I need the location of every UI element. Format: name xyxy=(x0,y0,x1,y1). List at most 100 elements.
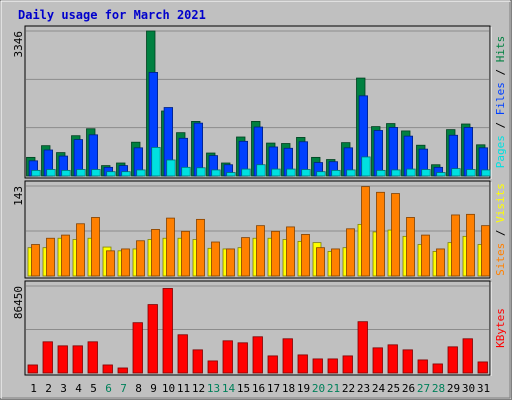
bar-sites-day-4 xyxy=(76,223,85,277)
bar-kbytes-day-3 xyxy=(57,345,68,374)
bar-sites-day-12 xyxy=(196,218,205,277)
bar-kbytes-day-7 xyxy=(117,367,128,374)
x-tick-label-day-23: 23 xyxy=(357,382,370,395)
x-tick-label-day-17: 17 xyxy=(267,382,280,395)
bar-pages-day-10 xyxy=(166,159,176,177)
x-tick-label-day-15: 15 xyxy=(237,382,250,395)
bar-files-day-25 xyxy=(388,127,399,177)
bar-pages-day-15 xyxy=(241,168,251,177)
bar-kbytes-day-17 xyxy=(267,355,278,374)
x-axis-day-labels: 1 2 3 4 5 6 7 8 9 10 11 12 13 14 15 16 17 18 19 20 21 22 23 24 2… xyxy=(30,382,490,395)
bar-pages-day-8 xyxy=(136,169,146,177)
bar-sites-day-15 xyxy=(241,237,250,277)
bar-pages-day-4 xyxy=(76,169,86,177)
bar-files-day-30 xyxy=(463,127,474,177)
bar-kbytes-day-1 xyxy=(27,364,38,374)
bar-pages-day-5 xyxy=(91,169,101,177)
legend-separator: / xyxy=(494,223,507,243)
x-tick-label-day-6: 6 xyxy=(105,382,112,395)
bar-kbytes-day-11 xyxy=(177,334,188,374)
bar-sites-day-11 xyxy=(181,230,190,277)
bar-pages-day-30 xyxy=(466,169,476,177)
bar-sites-day-24 xyxy=(376,191,385,277)
x-tick-label-day-29: 29 xyxy=(447,382,460,395)
bar-kbytes-day-6 xyxy=(102,364,113,374)
bar-pages-day-19 xyxy=(301,169,311,177)
bar-sites-day-27 xyxy=(421,234,430,277)
bar-sites-day-2 xyxy=(46,237,55,277)
bar-sites-day-26 xyxy=(406,217,415,277)
bar-kbytes-day-25 xyxy=(387,344,398,374)
bar-sites-day-8 xyxy=(136,240,145,277)
bar-kbytes-day-22 xyxy=(342,355,353,374)
bar-pages-day-28 xyxy=(436,172,446,177)
bar-kbytes-day-14 xyxy=(222,340,233,374)
bar-kbytes-day-21 xyxy=(327,358,338,374)
legend-sites: Sites xyxy=(494,243,507,276)
bar-sites-day-22 xyxy=(346,228,355,277)
x-tick-label-day-18: 18 xyxy=(282,382,295,395)
bar-pages-day-2 xyxy=(46,169,56,177)
bar-sites-day-20 xyxy=(316,247,325,277)
bar-sites-day-30 xyxy=(466,213,475,277)
bar-pages-day-7 xyxy=(121,171,131,177)
bar-kbytes-day-20 xyxy=(312,358,323,374)
bar-kbytes-day-31 xyxy=(477,361,488,374)
bar-kbytes-day-15 xyxy=(237,342,248,374)
bar-pages-day-31 xyxy=(481,169,491,177)
bar-sites-day-9 xyxy=(151,229,160,277)
bar-sites-day-13 xyxy=(211,241,220,277)
bar-pages-day-6 xyxy=(106,171,116,177)
bar-sites-day-3 xyxy=(61,234,70,277)
bar-pages-day-17 xyxy=(271,168,281,177)
chart-panels: 3346 Pages / Files / Hits 143 Sites / Visit… xyxy=(12,25,507,376)
legend-files: Files xyxy=(494,82,507,115)
x-tick-label-day-21: 21 xyxy=(327,382,340,395)
bar-pages-day-24 xyxy=(376,169,386,177)
bar-sites-day-7 xyxy=(121,248,130,277)
bar-kbytes-day-27 xyxy=(417,359,428,374)
bar-kbytes-day-24 xyxy=(372,347,383,374)
x-tick-label-day-10: 10 xyxy=(162,382,175,395)
panel-1: 3346 Pages / Files / Hits xyxy=(12,25,507,179)
x-tick-label-day-3: 3 xyxy=(60,382,67,395)
bar-pages-day-13 xyxy=(211,169,221,177)
legend-separator: / xyxy=(494,115,507,135)
bar-sites-day-25 xyxy=(391,193,400,277)
x-tick-label-day-31: 31 xyxy=(477,382,490,395)
bar-sites-day-10 xyxy=(166,217,175,277)
legend-pages: Pages xyxy=(494,135,507,168)
bar-kbytes-day-9 xyxy=(147,304,158,374)
bar-pages-day-1 xyxy=(31,169,41,177)
legend-kbytes: KBytes xyxy=(494,308,507,348)
legend-visits: Visits xyxy=(494,183,507,223)
x-tick-label-day-16: 16 xyxy=(252,382,265,395)
bar-kbytes-day-10 xyxy=(162,288,173,374)
bar-kbytes-day-4 xyxy=(72,345,83,374)
bar-pages-day-23 xyxy=(361,156,371,177)
x-tick-label-day-27: 27 xyxy=(417,382,430,395)
bar-kbytes-day-8 xyxy=(132,322,143,374)
bar-sites-day-6 xyxy=(106,250,115,277)
x-tick-label-day-13: 13 xyxy=(207,382,220,395)
x-tick-label-day-7: 7 xyxy=(120,382,127,395)
bar-pages-day-26 xyxy=(406,168,416,177)
bar-kbytes-day-18 xyxy=(282,338,293,374)
x-tick-label-day-2: 2 xyxy=(45,382,52,395)
x-tick-label-day-25: 25 xyxy=(387,382,400,395)
bar-kbytes-day-19 xyxy=(297,354,308,374)
panel-3: 86450 KBytes xyxy=(12,280,507,376)
bar-pages-day-29 xyxy=(451,168,461,177)
bar-kbytes-day-28 xyxy=(432,363,443,374)
bar-sites-day-23 xyxy=(361,186,370,277)
bar-sites-day-16 xyxy=(256,225,265,277)
bar-sites-day-17 xyxy=(271,230,280,277)
bar-kbytes-day-13 xyxy=(207,360,218,374)
bar-pages-day-20 xyxy=(316,171,326,177)
x-tick-label-day-19: 19 xyxy=(297,382,310,395)
bar-pages-day-9 xyxy=(151,146,161,177)
bar-pages-day-11 xyxy=(181,166,191,177)
bar-sites-day-1 xyxy=(31,244,40,277)
legend-separator: / xyxy=(494,62,507,82)
